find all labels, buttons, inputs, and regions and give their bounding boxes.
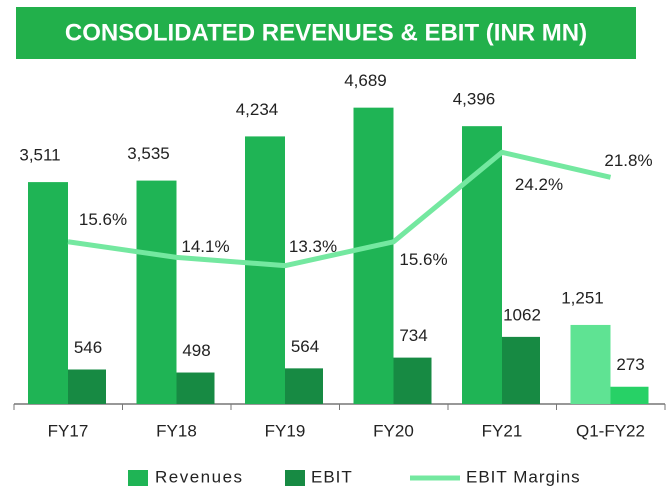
data-label: 498 (182, 341, 210, 360)
legend-label: EBIT Margins (466, 467, 581, 486)
title-banner (16, 7, 636, 59)
x-tick-label: FY19 (265, 421, 306, 440)
margin-line (67, 149, 612, 269)
data-label: 273 (616, 355, 644, 374)
data-label: 546 (74, 338, 102, 357)
revenue-bar (570, 324, 611, 404)
data-label: 564 (291, 337, 319, 356)
data-label: 4,396 (453, 90, 496, 109)
margin-label: 21.8% (604, 151, 652, 170)
x-tick-label: FY20 (373, 421, 414, 440)
data-label: 4,234 (236, 100, 279, 119)
x-tick-label: FY17 (48, 421, 89, 440)
x-tick-label: FY18 (156, 421, 197, 440)
margin-label: 14.1% (181, 237, 229, 256)
revenue-bar (353, 107, 394, 404)
legend-swatch (285, 470, 305, 486)
margin-label: 13.3% (289, 237, 337, 256)
data-label: 3,535 (127, 144, 170, 163)
revenue-bar (462, 126, 502, 405)
ebit-bar (502, 336, 540, 404)
revenue-bar (28, 182, 68, 404)
ebit-bar (610, 386, 649, 404)
data-label: 734 (399, 326, 427, 345)
x-tick-label: Q1-FY22 (576, 421, 645, 440)
data-label: 3,511 (19, 146, 60, 165)
revenue-bar (245, 136, 285, 404)
ebit-bar (68, 369, 106, 404)
data-label: 1,251 (561, 288, 604, 307)
margin-label: 24.2% (515, 175, 563, 194)
margin-label: 15.6% (79, 210, 127, 229)
ebit-bar (176, 372, 215, 404)
ebit-bar (285, 368, 323, 404)
legend-swatch (128, 470, 148, 486)
data-label: 1062 (503, 305, 541, 324)
legend-label: EBIT (311, 467, 353, 486)
data-label: 4,689 (344, 71, 387, 90)
legend-label: Revenues (155, 467, 244, 486)
x-tick-label: FY21 (482, 421, 523, 440)
ebit-bar (393, 357, 432, 404)
revenue-bar (136, 180, 177, 404)
chart-title: CONSOLIDATED REVENUES & EBIT (INR MN) (65, 19, 587, 46)
margin-label: 15.6% (399, 250, 447, 269)
